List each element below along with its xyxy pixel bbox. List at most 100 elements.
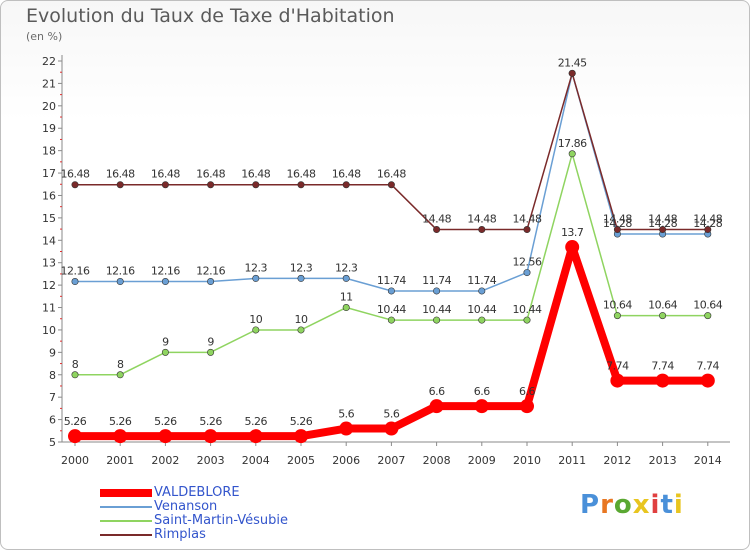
data-label-valdeblore: 5.6 bbox=[383, 408, 399, 421]
x-tick-label: 2001 bbox=[106, 454, 134, 467]
x-tick-label: 2004 bbox=[242, 454, 270, 467]
legend-item-saint-martin-v-subie: Saint-Martin-Vésubie bbox=[100, 514, 288, 528]
series-line-rimplas bbox=[74, 72, 709, 231]
data-point-rimplas bbox=[161, 181, 169, 189]
data-label-valdeblore: 6.6 bbox=[474, 385, 490, 398]
data-label-valdeblore: 7.74 bbox=[697, 360, 720, 373]
data-label-rimplas: 16.48 bbox=[332, 168, 361, 181]
data-point-saint-martin-v-subie bbox=[568, 150, 576, 158]
y-tick-label: 5 bbox=[49, 436, 56, 449]
chart-title: Evolution du Taux de Taxe d'Habitation bbox=[26, 5, 395, 27]
data-point-saint-martin-v-subie bbox=[207, 348, 215, 356]
x-tick-label: 2003 bbox=[197, 454, 225, 467]
x-tick-label: 2006 bbox=[332, 454, 360, 467]
x-tick-label: 2010 bbox=[513, 454, 541, 467]
data-label-valdeblore: 5.26 bbox=[154, 415, 177, 428]
y-tick-label: 12 bbox=[42, 279, 56, 292]
y-tick-label: 15 bbox=[42, 212, 56, 225]
data-label-venanson: 12.56 bbox=[513, 256, 542, 269]
data-label-venanson: 12.16 bbox=[151, 265, 180, 278]
y-tick-label: 22 bbox=[42, 55, 56, 68]
y-tick-label: 6 bbox=[49, 414, 56, 427]
y-tick-label: 21 bbox=[42, 77, 56, 90]
data-point-venanson bbox=[207, 278, 215, 286]
data-point-rimplas bbox=[523, 226, 531, 234]
legend-swatch bbox=[100, 489, 152, 497]
data-label-venanson: 12.3 bbox=[290, 261, 313, 274]
data-label-rimplas: 16.48 bbox=[377, 168, 406, 181]
logo-letter: i bbox=[673, 490, 684, 520]
x-tick-label: 2005 bbox=[287, 454, 315, 467]
logo-letter: P bbox=[580, 490, 601, 520]
data-label-rimplas: 21.45 bbox=[558, 56, 587, 69]
data-point-rimplas bbox=[71, 181, 79, 189]
data-label-valdeblore: 7.74 bbox=[651, 360, 674, 373]
x-tick-label: 2012 bbox=[603, 454, 631, 467]
data-label-saint-martin-v-subie: 10.64 bbox=[603, 299, 632, 312]
data-point-venanson bbox=[116, 278, 124, 286]
data-label-saint-martin-v-subie: 10.44 bbox=[513, 303, 542, 316]
data-point-saint-martin-v-subie bbox=[478, 316, 486, 324]
data-label-rimplas: 14.48 bbox=[648, 213, 677, 226]
y-tick-label: 17 bbox=[42, 167, 56, 180]
data-point-valdeblore bbox=[294, 429, 308, 444]
logo-letter: x bbox=[632, 490, 651, 520]
data-label-rimplas: 14.48 bbox=[603, 213, 632, 226]
data-label-saint-martin-v-subie: 10.64 bbox=[693, 299, 722, 312]
data-label-rimplas: 16.48 bbox=[241, 168, 270, 181]
data-label-venanson: 14.28 bbox=[693, 217, 722, 230]
data-point-saint-martin-v-subie bbox=[161, 348, 169, 356]
data-label-valdeblore: 5.26 bbox=[109, 415, 132, 428]
y-tick-label: 14 bbox=[42, 234, 56, 247]
data-point-saint-martin-v-subie bbox=[116, 371, 124, 379]
data-label-venanson: 12.3 bbox=[335, 261, 358, 274]
data-point-rimplas bbox=[297, 181, 305, 189]
x-tick-label: 2007 bbox=[377, 454, 405, 467]
data-point-valdeblore bbox=[248, 429, 263, 444]
data-label-saint-martin-v-subie: 11 bbox=[340, 291, 353, 304]
data-point-valdeblore bbox=[610, 373, 625, 388]
data-point-rimplas bbox=[433, 226, 441, 234]
data-point-venanson bbox=[342, 274, 350, 282]
y-tick-label: 16 bbox=[42, 189, 56, 202]
logo-letter: t bbox=[660, 490, 674, 520]
data-label-valdeblore: 13.7 bbox=[561, 226, 584, 239]
x-tick-label: 2000 bbox=[61, 454, 89, 467]
data-label-valdeblore: 5.26 bbox=[245, 415, 268, 428]
data-point-rimplas bbox=[478, 226, 486, 234]
data-label-venanson: 12.3 bbox=[245, 261, 268, 274]
legend-item-rimplas: Rimplas bbox=[100, 528, 288, 542]
data-label-valdeblore: 5.26 bbox=[64, 415, 87, 428]
data-point-valdeblore bbox=[203, 429, 218, 444]
data-point-valdeblore bbox=[384, 421, 399, 436]
data-label-saint-martin-v-subie: 10.44 bbox=[377, 303, 406, 316]
data-label-venanson: 12.16 bbox=[106, 265, 135, 278]
data-point-valdeblore bbox=[474, 399, 489, 414]
data-point-venanson bbox=[433, 287, 441, 295]
data-point-valdeblore bbox=[113, 429, 128, 444]
data-label-rimplas: 14.48 bbox=[467, 213, 496, 226]
data-point-valdeblore bbox=[68, 429, 82, 444]
proxiti-logo: Proxiti bbox=[580, 490, 684, 520]
data-label-venanson: 12.16 bbox=[61, 265, 90, 278]
x-tick-label: 2011 bbox=[558, 454, 586, 467]
legend-swatch bbox=[100, 506, 152, 508]
data-point-venanson bbox=[161, 278, 169, 286]
data-point-valdeblore bbox=[339, 421, 354, 436]
data-point-saint-martin-v-subie bbox=[297, 326, 305, 334]
data-point-valdeblore bbox=[520, 399, 534, 414]
data-point-rimplas bbox=[568, 69, 576, 77]
legend-item-venanson: Venanson bbox=[100, 500, 288, 514]
data-point-valdeblore bbox=[158, 429, 173, 444]
logo-letter: r bbox=[600, 490, 614, 520]
data-point-valdeblore bbox=[700, 373, 715, 388]
data-label-rimplas: 14.48 bbox=[422, 213, 451, 226]
legend-label: Venanson bbox=[154, 499, 218, 514]
data-point-rimplas bbox=[116, 181, 124, 189]
data-label-rimplas: 16.48 bbox=[287, 168, 316, 181]
data-point-venanson bbox=[523, 269, 531, 277]
data-point-saint-martin-v-subie bbox=[342, 304, 350, 312]
data-point-saint-martin-v-subie bbox=[523, 316, 531, 324]
data-point-rimplas bbox=[342, 181, 350, 189]
